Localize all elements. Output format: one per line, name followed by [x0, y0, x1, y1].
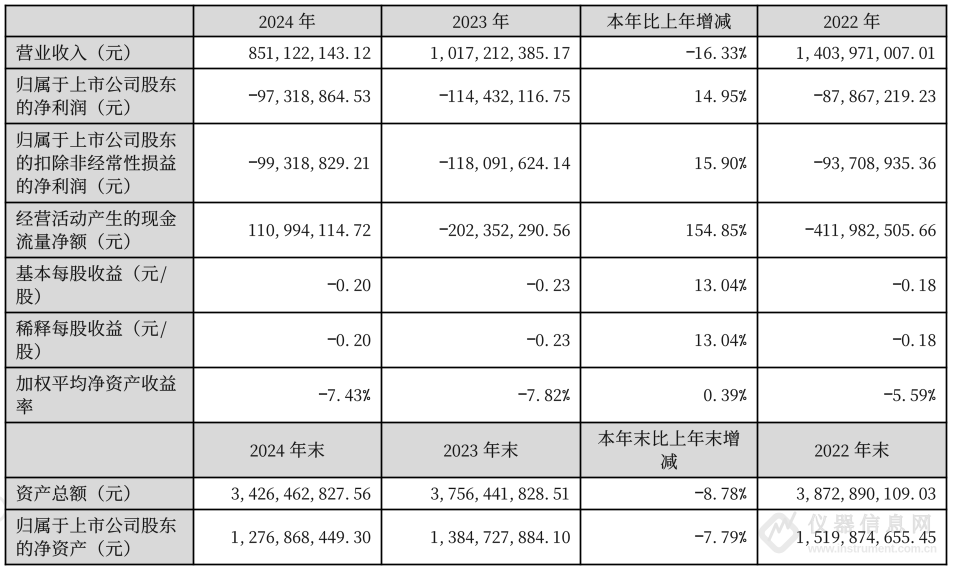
svg-text:www.instrument.com.cn: www.instrument.com.cn	[807, 544, 937, 556]
